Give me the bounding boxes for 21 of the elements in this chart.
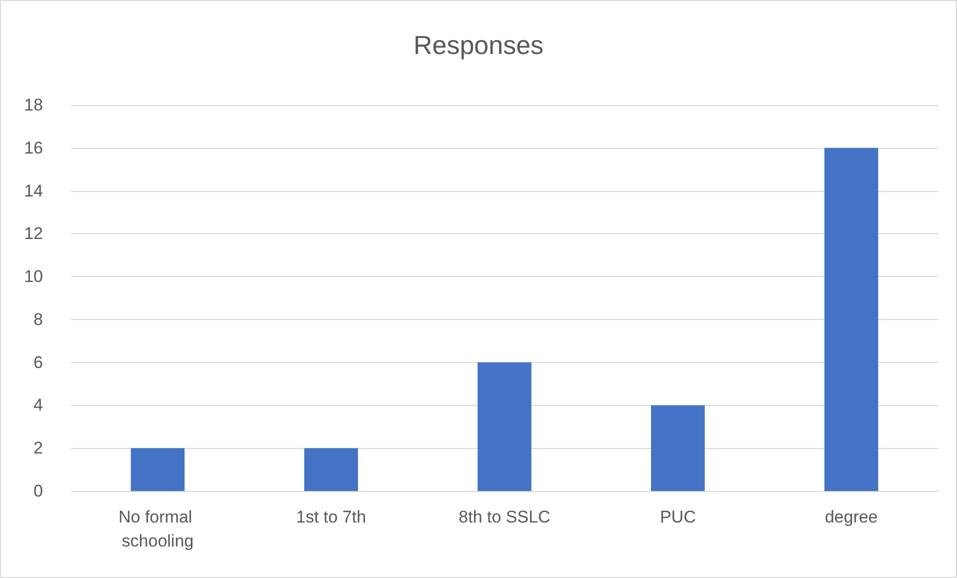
- x-tick-label: 8th to SSLC: [458, 508, 550, 526]
- x-tick-label: No formal schooling: [118, 508, 197, 550]
- x-tick-label: degree: [824, 508, 878, 526]
- y-tick-label: 0: [34, 482, 43, 500]
- y-tick-label: 4: [34, 396, 43, 415]
- y-tick-label: 16: [24, 138, 43, 158]
- y-tick-label: 12: [24, 224, 43, 244]
- y-tick-label: 8: [34, 310, 43, 329]
- y-tick-label: 6: [34, 352, 43, 372]
- y-tick-label: 2: [34, 438, 43, 458]
- y-tick-label: 18: [24, 96, 43, 114]
- bar: [304, 448, 358, 491]
- y-tick-label: 10: [24, 267, 43, 286]
- chart-title: Responses: [413, 30, 544, 60]
- y-tick-label: 14: [24, 181, 43, 200]
- bar: [824, 148, 878, 491]
- bar: [130, 448, 185, 491]
- bar: [478, 362, 532, 491]
- x-tick-label: PUC: [660, 508, 696, 526]
- bar: [651, 405, 705, 491]
- x-tick-label: 1st to 7th: [296, 508, 366, 526]
